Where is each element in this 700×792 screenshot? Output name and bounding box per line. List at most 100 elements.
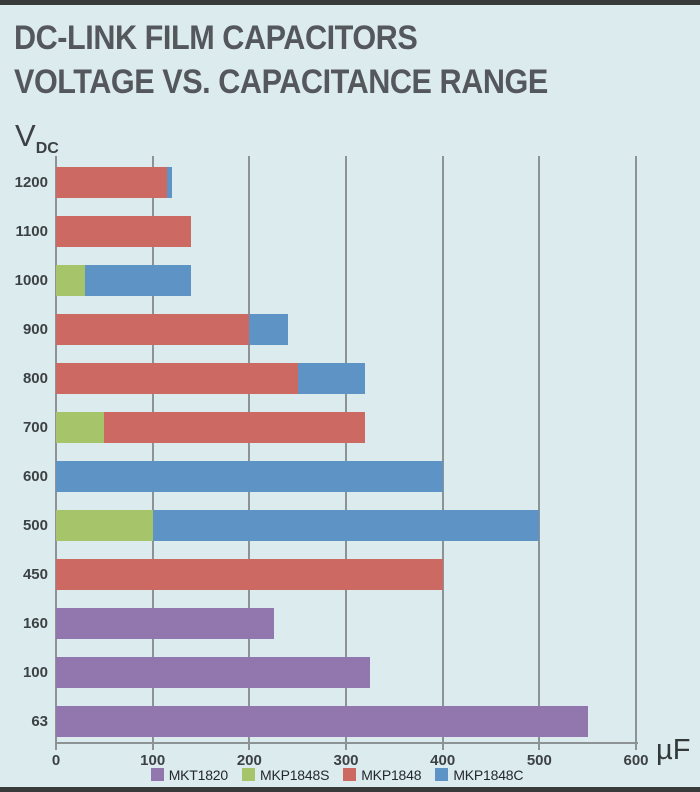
x-tick-label-300: 300 bbox=[333, 752, 359, 769]
bar-segment-mkt1820-63v bbox=[56, 706, 588, 737]
bar-segment-mkp1848c-1200v bbox=[167, 167, 172, 198]
legend: MKT1820 MKP1848S MKP1848 MKP1848C bbox=[0, 766, 674, 783]
y-tick-label-160: 160 bbox=[22, 615, 48, 632]
page-title: DC-LINK FILM CAPACITORS VOLTAGE VS. CAPA… bbox=[14, 16, 548, 104]
y-tick-label-100: 100 bbox=[22, 664, 48, 681]
gridline-100 bbox=[151, 156, 154, 744]
legend-label-mkp1848c: MKP1848C bbox=[453, 766, 524, 783]
bar-1100v bbox=[56, 216, 636, 247]
bar-segment-mkp1848s-1000v bbox=[56, 265, 85, 296]
page-title-line-1: DC-LINK FILM CAPACITORS bbox=[14, 19, 418, 57]
bar-segment-mkp1848s-500v bbox=[56, 510, 153, 541]
chart-row-160v bbox=[56, 597, 636, 646]
legend-item-mkp1848s: MKP1848S bbox=[241, 766, 330, 783]
bar-450v bbox=[56, 559, 636, 590]
bar-segment-mkp1848c-500v bbox=[152, 510, 540, 541]
chart-row-500v bbox=[56, 499, 636, 548]
page-title-line-2: VOLTAGE VS. CAPACITANCE RANGE bbox=[14, 63, 548, 101]
x-tick-mark-100 bbox=[151, 744, 154, 750]
x-axis-line bbox=[56, 742, 638, 744]
y-tick-label-450: 450 bbox=[22, 566, 48, 583]
legend-swatch-mkt1820 bbox=[150, 768, 164, 781]
legend-label-mkp1848: MKP1848 bbox=[361, 766, 422, 783]
chart-row-600v bbox=[56, 450, 636, 499]
x-tick-mark-300 bbox=[345, 744, 347, 750]
gridline-300 bbox=[345, 156, 347, 744]
x-tick-mark-200 bbox=[248, 744, 251, 750]
x-tick-mark-500 bbox=[538, 744, 541, 750]
y-tick-label-800: 800 bbox=[22, 370, 48, 387]
chart-row-100v bbox=[56, 646, 636, 695]
chart-row-900v bbox=[56, 303, 636, 352]
y-tick-label-1100: 1100 bbox=[15, 223, 48, 240]
y-tick-label-63: 63 bbox=[31, 713, 48, 730]
legend-item-mkt1820: MKT1820 bbox=[150, 766, 228, 783]
y-tick-label-700: 700 bbox=[22, 419, 48, 436]
chart-row-63v bbox=[56, 695, 636, 744]
y-axis-label-main: V bbox=[15, 118, 36, 153]
y-tick-label-1200: 1200 bbox=[14, 174, 48, 191]
x-tick-label-200: 200 bbox=[236, 752, 262, 769]
bar-segment-mkp1848-1100v bbox=[56, 216, 192, 247]
bar-segment-mkp1848-450v bbox=[56, 559, 443, 590]
bar-segment-mkp1848c-800v bbox=[297, 363, 366, 394]
y-axis-label: VDC bbox=[15, 120, 59, 164]
bar-segment-mkt1820-160v bbox=[56, 608, 274, 639]
legend-item-mkp1848: MKP1848 bbox=[343, 766, 422, 783]
x-tick-label-100: 100 bbox=[140, 752, 166, 769]
x-tick-label-500: 500 bbox=[526, 752, 552, 769]
chart-row-450v bbox=[56, 548, 636, 597]
bar-segment-mkp1848c-900v bbox=[249, 314, 288, 345]
plot-area: 0 100 200 300 400 500 600 bbox=[52, 156, 649, 769]
legend-label-mkt1820: MKT1820 bbox=[168, 766, 228, 783]
bar-segment-mkp1848c-600v bbox=[56, 461, 443, 492]
chart-row-1200v bbox=[56, 156, 636, 205]
y-tick-label-900: 900 bbox=[22, 321, 48, 338]
x-axis-unit-label: µF bbox=[656, 734, 691, 766]
bar-1200v bbox=[56, 167, 636, 198]
chart-row-800v bbox=[56, 352, 636, 401]
bar-500v bbox=[56, 510, 636, 541]
gridline-500 bbox=[538, 156, 541, 744]
y-tick-label-1000: 1000 bbox=[14, 272, 48, 289]
bar-segment-mkp1848-800v bbox=[56, 363, 298, 394]
legend-swatch-mkp1848 bbox=[343, 768, 357, 781]
x-tick-label-600: 600 bbox=[623, 752, 649, 769]
legend-swatch-mkp1848c bbox=[435, 768, 449, 781]
bar-1000v bbox=[56, 265, 636, 296]
x-tick-mark-0 bbox=[55, 744, 57, 750]
x-tick-label-0: 0 bbox=[51, 752, 61, 769]
top-border-strip bbox=[0, 0, 700, 5]
bar-segment-mkp1848-1200v bbox=[56, 167, 168, 198]
legend-label-mkp1848s: MKP1848S bbox=[259, 766, 330, 783]
x-tick-label-400: 400 bbox=[430, 752, 456, 769]
chart-row-700v bbox=[56, 401, 636, 450]
gridline-600 bbox=[635, 156, 637, 744]
y-tick-label-500: 500 bbox=[22, 517, 48, 534]
gridline-0 bbox=[55, 156, 57, 744]
bar-segment-mkp1848c-1000v bbox=[85, 265, 192, 296]
bar-700v bbox=[56, 412, 636, 443]
bottom-border-strip bbox=[0, 787, 700, 792]
x-tick-mark-400 bbox=[441, 744, 444, 750]
gridline-200 bbox=[248, 156, 251, 744]
chart-row-1100v bbox=[56, 205, 636, 254]
bar-segment-mkp1848-900v bbox=[56, 314, 250, 345]
bar-900v bbox=[56, 314, 636, 345]
chart-row-1000v bbox=[56, 254, 636, 303]
y-tick-label-600: 600 bbox=[22, 468, 48, 485]
bar-800v bbox=[56, 363, 636, 394]
bar-600v bbox=[56, 461, 636, 492]
gridline-400 bbox=[441, 156, 444, 744]
y-axis-label-subscript: DC bbox=[35, 140, 59, 157]
bar-100v bbox=[56, 657, 636, 688]
y-axis-tick-labels: 1200 1100 1000 900 800 700 600 500 450 160 100 63 bbox=[6, 156, 48, 744]
legend-item-mkp1848c: MKP1848C bbox=[435, 766, 524, 783]
bar-segment-mkp1848s-700v bbox=[56, 412, 105, 443]
x-tick-mark-600 bbox=[635, 744, 637, 750]
bar-160v bbox=[56, 608, 636, 639]
bar-segment-mkt1820-100v bbox=[56, 657, 371, 688]
legend-swatch-mkp1848s bbox=[241, 768, 255, 781]
bar-segment-mkp1848-700v bbox=[104, 412, 366, 443]
